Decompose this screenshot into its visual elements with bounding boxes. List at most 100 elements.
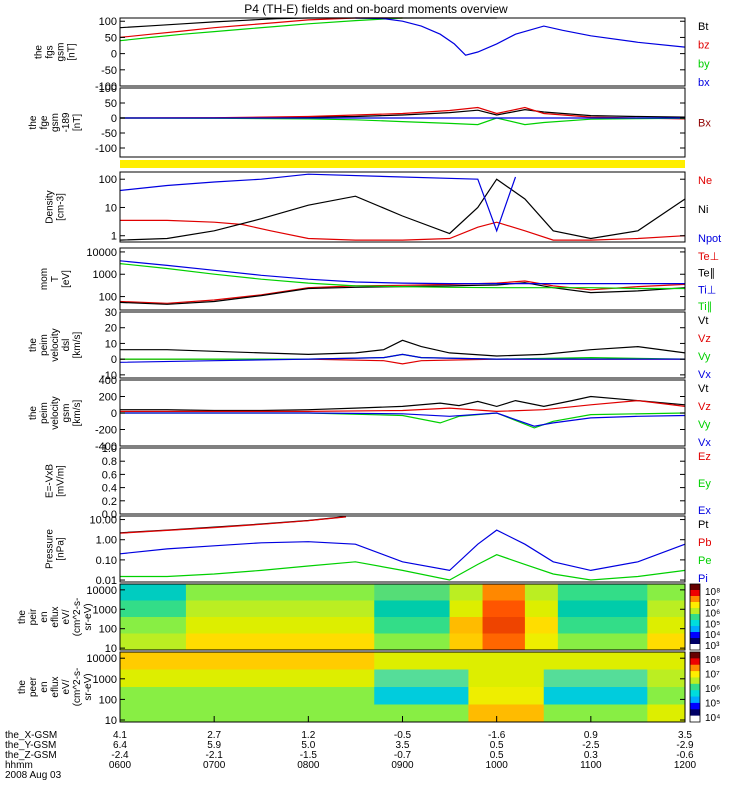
spectrogram-cell <box>468 704 545 723</box>
spectrogram-cell <box>647 669 686 688</box>
legend-label: Ti⊥ <box>698 284 716 296</box>
x-axis-row-label: the_Z-GSM <box>5 750 57 761</box>
legend-label: Vz <box>698 401 711 413</box>
y-tick-label: 50 <box>105 98 117 110</box>
y-axis-label: [nPa] <box>56 537 67 561</box>
spectrogram-cell <box>557 633 648 651</box>
colorbar-segment <box>690 644 700 651</box>
x-axis-value-z_gsm: 0.3 <box>584 750 598 761</box>
y-tick-label: 10000 <box>86 653 117 665</box>
colorbar-tick-label: 10⁸ <box>705 655 720 666</box>
panel-frame <box>119 247 686 311</box>
x-axis-value-z_gsm: 0.5 <box>490 750 504 761</box>
colorbar-segment <box>690 715 700 723</box>
spectrogram-cell <box>120 633 187 651</box>
series-line-Npot <box>119 173 517 233</box>
legend-label: Pi <box>698 573 708 585</box>
x-axis-value-y_gsm: 0.5 <box>490 740 504 751</box>
y-tick-label: 200 <box>99 392 117 404</box>
y-axis-label: [km/s] <box>72 399 83 426</box>
spectrogram-cell <box>482 600 526 618</box>
y-tick-label: 1 <box>111 231 117 243</box>
y-axis-label: Density <box>45 190 56 223</box>
x-axis-value-y_gsm: 3.5 <box>396 740 410 751</box>
spectrogram-cell <box>482 633 526 651</box>
y-axis-label: gsm <box>61 404 72 423</box>
y-tick-label: 20 <box>105 323 117 335</box>
spectrogram-cell <box>449 617 484 634</box>
figure-title: P4 (TH-E) fields and on-board moments ov… <box>244 2 508 16</box>
legend-label: Vt <box>698 383 708 395</box>
y-tick-label: 1000 <box>93 604 117 616</box>
y-axis-label: [mV/m] <box>56 465 67 497</box>
y-axis-label: velocity <box>50 396 61 429</box>
colorbar-tick-label: 10⁵ <box>705 619 720 630</box>
spectrogram-cell <box>449 600 484 618</box>
y-axis-label: peer <box>28 676 39 697</box>
colorbar-tick-label: 10⁶ <box>705 684 720 695</box>
spectrogram-cell <box>468 669 545 688</box>
y-tick-label: 0 <box>111 408 117 420</box>
y-tick-label: 100 <box>99 624 117 636</box>
y-axis-label: peim <box>39 334 50 356</box>
series-line-Te_par <box>119 282 686 305</box>
panel-temperature: 10000 1000 100 mom T [eV] Te⊥ Te∥ Ti⊥ Ti∥ <box>39 247 719 313</box>
colorbar-segment <box>690 596 700 603</box>
spectrogram-cell <box>374 633 451 651</box>
panel-electron_spectrogram: 10⁸ 10⁷ 10⁶ 10⁵ 10⁴ 10000 1000 100 10 the peer en ef… <box>17 651 720 727</box>
legend-label: Vy <box>698 351 711 363</box>
series-line-bz <box>119 17 403 38</box>
x-axis-value-x_gsm: 3.5 <box>678 730 692 741</box>
series-line-red <box>119 106 686 120</box>
y-tick-label: 0.01 <box>96 575 117 587</box>
series-line-Vy <box>120 353 686 360</box>
x-axis-row-label: the_Y-GSM <box>5 740 56 751</box>
colorbar-tick-label: 10⁴ <box>705 630 720 641</box>
y-tick-label: 30 <box>105 307 117 319</box>
series-line-Te_perp <box>119 280 686 304</box>
y-tick-label: -10 <box>101 370 117 382</box>
series-line-Pe <box>120 554 686 581</box>
y-tick-label: -100 <box>95 143 117 155</box>
colorbar-segment <box>690 690 700 698</box>
colorbar-segment <box>690 614 700 621</box>
colorbar-segment <box>690 590 700 597</box>
colorbar-segment <box>690 584 700 591</box>
panel-frame <box>119 87 686 158</box>
colorbar-segment <box>690 602 700 609</box>
y-tick-label: 10000 <box>86 247 117 259</box>
spectrogram-cell <box>185 617 375 634</box>
legend-label: Pe <box>698 555 711 567</box>
legend-label: Npot <box>698 233 721 245</box>
series-line-Vt <box>120 339 686 357</box>
y-tick-label: 0 <box>111 49 117 61</box>
series-line-Ti_par <box>119 263 685 290</box>
spectrogram-cell <box>647 652 686 670</box>
spectrogram-cell <box>185 600 375 618</box>
x-axis-value-x_gsm: -0.5 <box>394 730 412 741</box>
y-tick-label: 1.00 <box>96 535 117 547</box>
y-axis-label: (cm^2-s- <box>72 598 83 637</box>
spectrogram-cell <box>647 600 686 618</box>
x-axis-value-x_gsm: -1.6 <box>488 730 506 741</box>
y-axis-label: Pressure <box>45 529 56 569</box>
y-axis-label: fgs <box>45 45 56 58</box>
y-axis-label: T <box>50 276 61 282</box>
y-axis-label: [eV] <box>61 270 72 288</box>
y-axis-label: [km/s] <box>72 331 83 358</box>
series-line-Vx <box>120 412 686 427</box>
legend-label: Te⊥ <box>698 251 719 263</box>
y-axis-label: (cm^2-s- <box>72 668 83 707</box>
y-axis-label: the <box>28 115 39 129</box>
y-axis-label: gsm <box>56 43 67 62</box>
panel-velocity_i: 400 200 0 -200 -400 the peim velocity gsm [km/s] V… <box>28 375 711 453</box>
legend-label: Ex <box>698 505 711 517</box>
y-tick-label: -100 <box>95 81 117 93</box>
y-tick-label: 0 <box>111 113 117 125</box>
spectrogram-cell <box>120 669 375 688</box>
colorbar-segment <box>690 664 700 672</box>
panel-frame <box>119 447 686 515</box>
spectrogram-cell <box>449 584 484 601</box>
spectrogram-cell <box>374 687 469 705</box>
x-axis-value-hhmm: 1000 <box>486 760 509 771</box>
